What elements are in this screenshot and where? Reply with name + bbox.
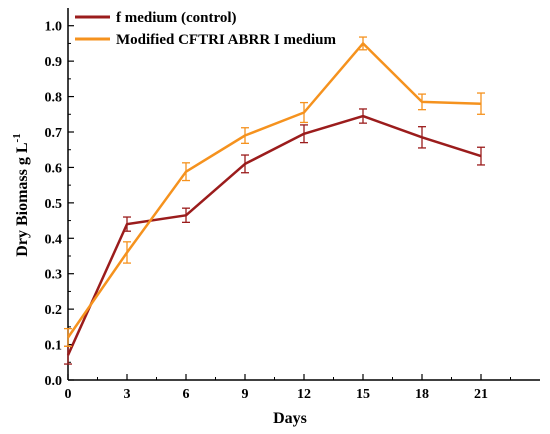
chart-legend: f medium (control) Modified CFTRI ABRR I… <box>75 10 337 48</box>
y-tick-label: 1.0 <box>45 20 63 35</box>
series-0 <box>64 108 485 365</box>
x-tick-label: 18 <box>415 387 429 402</box>
y-tick-label: 0.7 <box>45 126 63 141</box>
x-axis-title: Days <box>273 410 307 427</box>
x-tick-label: 6 <box>183 387 190 402</box>
x-tick-label: 21 <box>474 387 488 402</box>
y-tick-label: 0.5 <box>45 197 63 212</box>
y-tick-label: 0.1 <box>45 339 63 354</box>
legend-label-control: f medium (control) <box>116 10 237 26</box>
y-tick-label: 0.8 <box>45 91 63 106</box>
y-tick-label: 0.9 <box>45 55 63 70</box>
chart-axes: 0.0 0.1 0.2 0.3 0.4 0.5 0.6 0.7 0.8 0.9 1.0 0 3 6 9 12 1… <box>45 8 540 402</box>
y-tick-label: 0.2 <box>45 303 63 318</box>
y-axis-title: Dry Biomass g L-1 <box>11 133 31 256</box>
series-line <box>66 42 482 339</box>
y-tick-label: 0.0 <box>45 374 63 389</box>
legend-label-modified: Modified CFTRI ABRR I medium <box>116 32 337 48</box>
x-tick-label: 3 <box>124 387 131 402</box>
x-tick-label: 0 <box>65 387 72 402</box>
y-tick-label: 0.4 <box>45 232 63 247</box>
y-tick-label: 0.6 <box>45 161 63 176</box>
y-axis-title-main: Dry Biomass g L <box>14 142 31 256</box>
series-layer <box>64 36 485 365</box>
x-tick-label: 12 <box>297 387 311 402</box>
y-tick-label: 0.3 <box>45 268 63 283</box>
series-1 <box>64 36 485 347</box>
x-tick-label: 9 <box>242 387 249 402</box>
x-tick-label: 15 <box>356 387 370 402</box>
series-line <box>66 114 482 356</box>
y-axis-title-exponent: -1 <box>11 133 23 142</box>
